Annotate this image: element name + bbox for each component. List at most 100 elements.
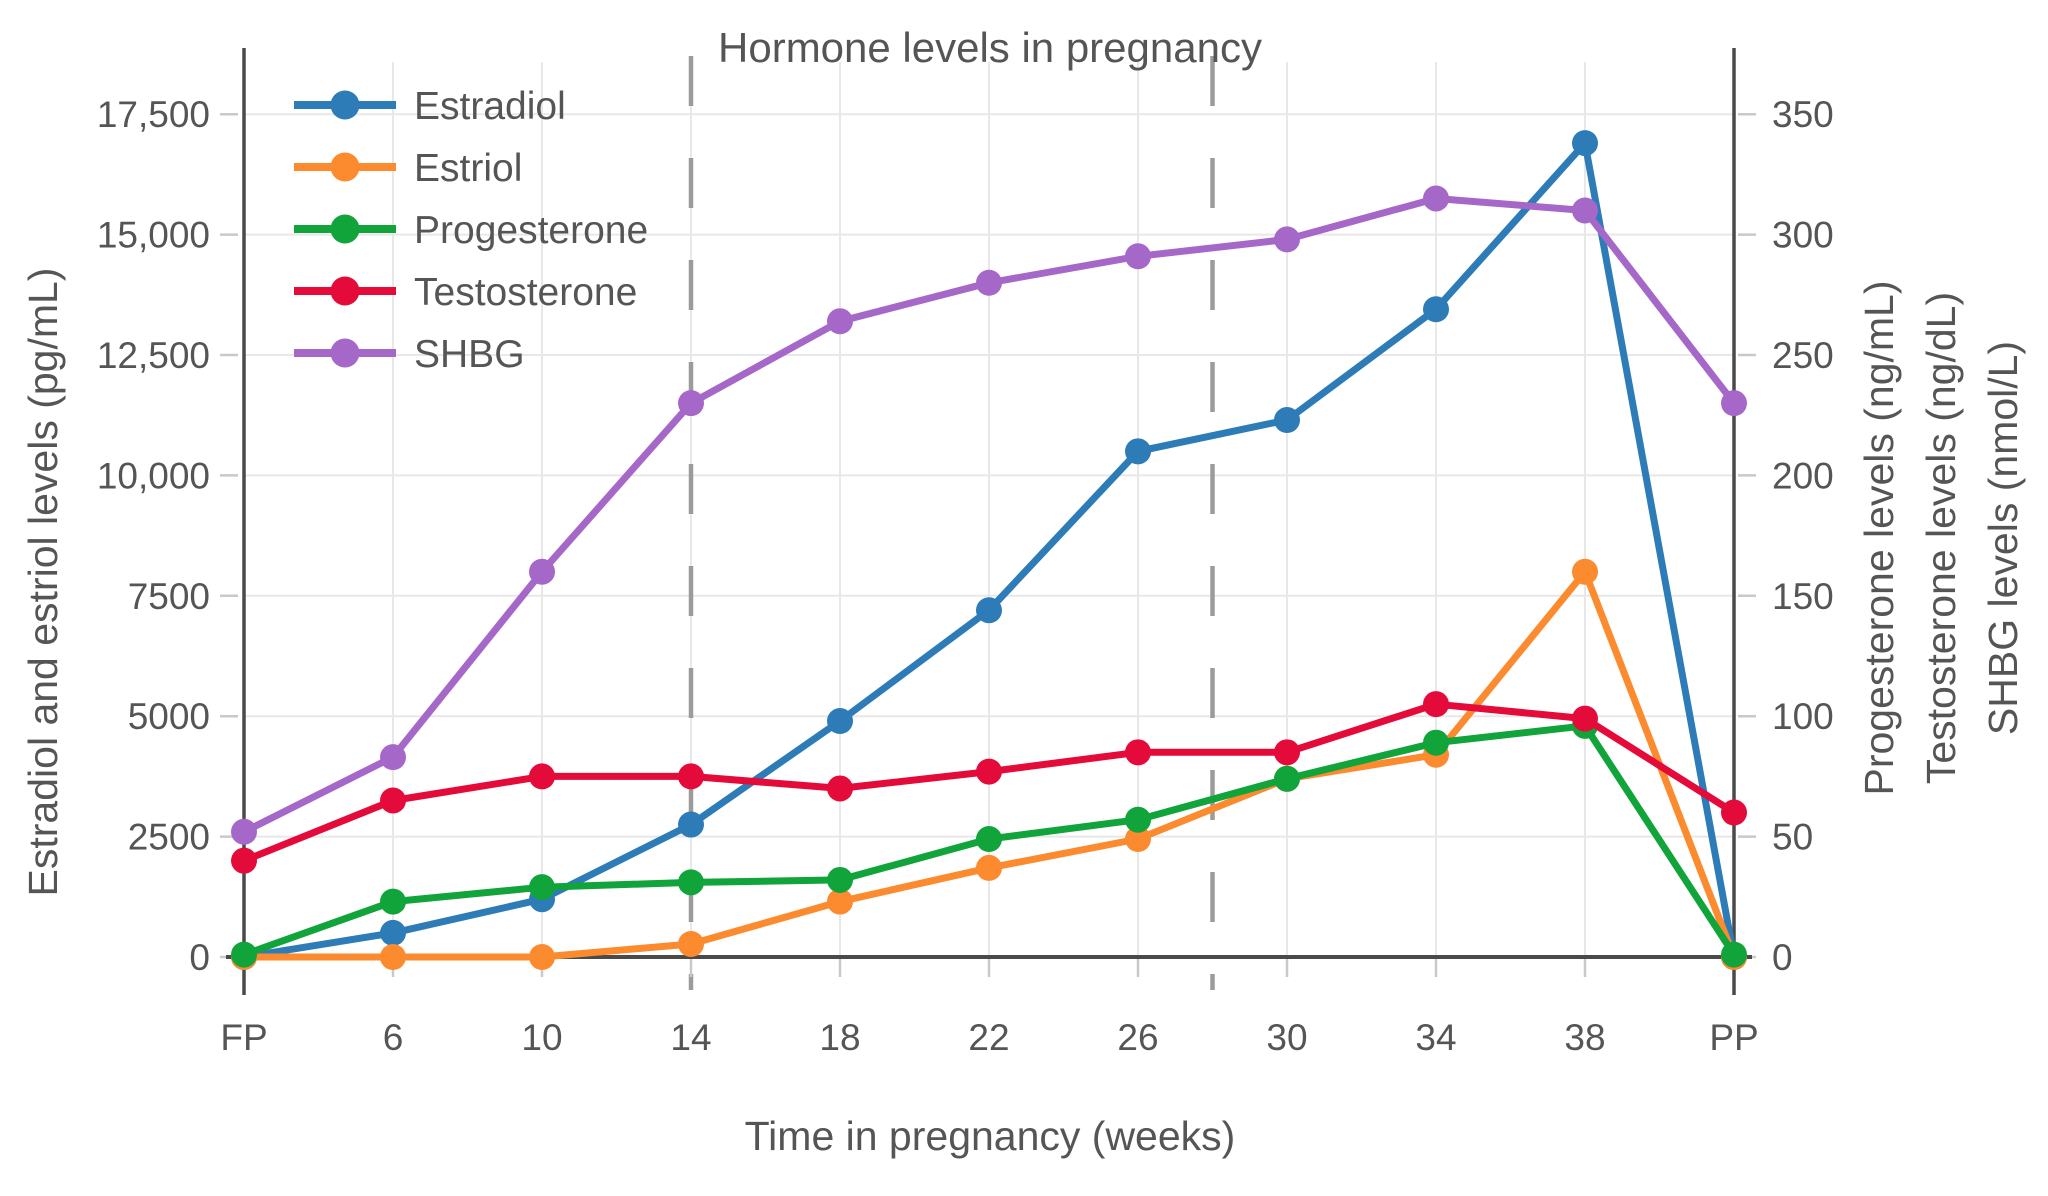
data-point-progesterone-14	[678, 869, 704, 896]
data-point-progesterone-6	[380, 888, 406, 915]
y-right-tick-label-300: 300	[1772, 215, 1834, 256]
data-point-shbg-30	[1274, 226, 1300, 253]
y-left-tick-label-12-500: 12,500	[97, 335, 210, 376]
chart-legend: Estradiol Estriol Progesterone Testosterone…	[294, 85, 648, 376]
x-tick-label-fp: FP	[220, 1017, 267, 1058]
data-point-testosterone-pp	[1721, 799, 1747, 826]
data-point-testosterone-14	[678, 763, 704, 790]
x-tick-label-34: 34	[1415, 1017, 1456, 1058]
legend-swatch-dot-estradiol	[330, 90, 360, 120]
y-right-tick-label-250: 250	[1772, 335, 1834, 376]
chart-title: Hormone levels in pregnancy	[718, 24, 1262, 71]
legend-label-testosterone: Testosterone	[414, 271, 637, 314]
data-point-estradiol-38	[1572, 130, 1598, 157]
series-estradiol	[231, 130, 1747, 970]
data-point-estriol-26	[1125, 826, 1151, 853]
legend-item-estriol[interactable]: Estriol	[294, 147, 522, 190]
data-point-progesterone-30	[1274, 765, 1300, 792]
data-point-testosterone-18	[827, 775, 853, 802]
data-point-progesterone-fp	[231, 941, 257, 968]
legend-label-progesterone: Progesterone	[414, 209, 648, 252]
y-left-tick-label-15-000: 15,000	[97, 215, 210, 256]
series-testosterone	[231, 691, 1747, 874]
legend-item-shbg[interactable]: SHBG	[294, 333, 525, 376]
data-point-estradiol-30	[1274, 407, 1300, 434]
data-point-estradiol-18	[827, 708, 853, 735]
legend-item-testosterone[interactable]: Testosterone	[294, 271, 637, 314]
legend-swatch-dot-estriol	[330, 152, 360, 182]
data-point-progesterone-pp	[1721, 941, 1747, 968]
data-point-shbg-fp	[231, 818, 257, 845]
data-point-shbg-34	[1423, 185, 1449, 212]
data-point-progesterone-34	[1423, 729, 1449, 756]
x-tick-label-10: 10	[521, 1017, 562, 1058]
x-tick-label-38: 38	[1564, 1017, 1605, 1058]
legend-swatch-dot-shbg	[330, 338, 360, 368]
y-axis-label-right-shbg: SHBG levels (nmol/L)	[1980, 341, 2026, 735]
x-tick-label-14: 14	[670, 1017, 711, 1058]
legend-swatch-dot-progesterone	[330, 214, 360, 244]
data-point-estradiol-14	[678, 811, 704, 838]
data-point-progesterone-10	[529, 874, 555, 901]
x-tick-label-18: 18	[819, 1017, 860, 1058]
data-point-shbg-pp	[1721, 390, 1747, 417]
y-left-tick-label-17-500: 17,500	[97, 94, 210, 135]
data-point-progesterone-18	[827, 866, 853, 893]
series-progesterone	[231, 712, 1747, 968]
x-tick-label-6: 6	[383, 1017, 404, 1058]
legend-swatch-dot-testosterone	[330, 276, 360, 306]
y-axis-label-right-progesterone: Progesterone levels (ng/mL)	[1856, 280, 1902, 795]
data-point-estradiol-34	[1423, 296, 1449, 323]
data-point-testosterone-6	[380, 787, 406, 814]
data-point-estriol-10	[529, 944, 555, 970]
y-right-tick-label-200: 200	[1772, 455, 1834, 496]
legend-item-estradiol[interactable]: Estradiol	[294, 85, 566, 128]
data-point-estriol-6	[380, 944, 406, 970]
axes-layer: 0 2500 5000 7500 10,000 12,500 15,000 17,500 0 50…	[97, 48, 1834, 1058]
y-left-tick-label-7500: 7500	[128, 576, 210, 617]
y-axis-label-right-testosterone: Testosterone levels (ng/dL)	[1918, 292, 1964, 784]
data-point-shbg-6	[380, 744, 406, 771]
legend-label-estriol: Estriol	[414, 147, 522, 190]
y-right-tick-label-350: 350	[1772, 94, 1834, 135]
data-point-estradiol-6	[380, 919, 406, 946]
data-point-estradiol-22	[976, 597, 1002, 624]
data-point-shbg-18	[827, 308, 853, 335]
series-shbg	[231, 185, 1747, 845]
data-point-testosterone-30	[1274, 739, 1300, 766]
data-point-estradiol-26	[1125, 438, 1151, 465]
data-point-testosterone-34	[1423, 691, 1449, 718]
data-point-estriol-18	[827, 888, 853, 915]
legend-label-estradiol: Estradiol	[414, 85, 566, 128]
data-point-testosterone-fp	[231, 847, 257, 874]
x-tick-label-30: 30	[1266, 1017, 1307, 1058]
data-point-shbg-22	[976, 269, 1002, 296]
y-right-tick-label-50: 50	[1772, 817, 1813, 858]
data-point-estriol-14	[678, 930, 704, 957]
x-axis-label: Time in pregnancy (weeks)	[745, 1113, 1236, 1159]
data-point-testosterone-10	[529, 763, 555, 790]
data-point-shbg-14	[678, 390, 704, 417]
y-left-tick-label-10-000: 10,000	[97, 455, 210, 496]
data-point-testosterone-26	[1125, 739, 1151, 766]
y-right-tick-label-150: 150	[1772, 576, 1834, 617]
data-point-progesterone-22	[976, 826, 1002, 853]
y-right-tick-label-100: 100	[1772, 696, 1834, 737]
legend-item-progesterone[interactable]: Progesterone	[294, 209, 648, 252]
data-point-estriol-22	[976, 854, 1002, 881]
data-point-shbg-10	[529, 558, 555, 585]
y-left-tick-label-5000: 5000	[128, 696, 210, 737]
series-layer	[231, 130, 1747, 970]
data-point-estriol-38	[1572, 558, 1598, 585]
y-left-tick-label-2500: 2500	[128, 817, 210, 858]
x-tick-label-22: 22	[968, 1017, 1009, 1058]
x-tick-label-26: 26	[1117, 1017, 1158, 1058]
y-left-tick-label-0: 0	[189, 937, 210, 978]
data-point-shbg-38	[1572, 197, 1598, 224]
x-tick-label-pp: PP	[1709, 1017, 1758, 1058]
data-point-shbg-26	[1125, 243, 1151, 270]
y-axis-label-left: Estradiol and estriol levels (pg/mL)	[20, 268, 66, 897]
data-point-testosterone-38	[1572, 705, 1598, 732]
legend-label-shbg: SHBG	[414, 333, 525, 376]
